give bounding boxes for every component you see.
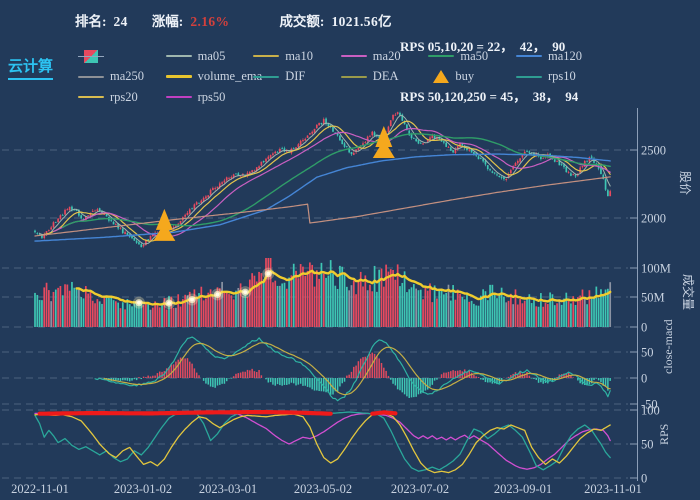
legend-item-buy[interactable]: buy <box>428 67 474 87</box>
rps-summary: RPS 05,10,20 = 22， 42， 90 RPS 50,120,250… <box>400 6 578 138</box>
axis-name-volume: 成交量 <box>681 274 696 310</box>
y-tick-macd--50: -50 <box>641 398 658 412</box>
legend-item-dif[interactable]: DIF <box>253 67 305 87</box>
rps-line-2: RPS 50,120,250 = 45， 38， 94 <box>400 88 579 104</box>
legend-item-rps50[interactable]: rps50 <box>165 87 226 107</box>
x-tick-date: 2022-11-01 <box>11 482 69 496</box>
turnover-label: 成交额: <box>279 14 325 29</box>
candlestick-icon <box>78 49 104 63</box>
legend-item-dea[interactable]: DEA <box>340 67 399 87</box>
rank-value: 24 <box>113 14 128 29</box>
chart-legend: ma05 ma10 ma20 ma50 ma120 ma250 volume_ema DIF D… <box>0 46 700 110</box>
dea-line-swatch <box>340 75 367 78</box>
ma05-line-swatch <box>165 55 192 57</box>
change-label: 涨幅: <box>151 14 184 29</box>
legend-item-ma20[interactable]: ma20 <box>340 46 401 66</box>
legend-label-rps50: rps50 <box>197 89 226 104</box>
y-tick-volume-50M: 50M <box>641 291 665 305</box>
rps-line-1: RPS 05,10,20 = 22， 42， 90 <box>400 39 566 54</box>
legend-label-dea: DEA <box>372 69 399 83</box>
sector-tab-cloud-computing[interactable]: 云计算 <box>8 55 54 80</box>
axis-tick-labels: 2500 2000 股价 100M 50M 0 成交量 50 0 -50 close-macd 100… <box>641 144 696 486</box>
legend-label-ma120: ma120 <box>548 48 583 63</box>
header-stats: 排名: 24 涨幅: 2.16% 成交额: 1021.56亿 <box>75 10 416 30</box>
legend-label-ma20: ma20 <box>372 48 401 63</box>
legend-label-volume_ema: volume_ema <box>197 69 263 83</box>
x-tick-date: 2023-11-01 <box>584 482 642 496</box>
legend-label-dif: DIF <box>285 69 306 83</box>
rank-label: 排名: <box>75 14 107 29</box>
y-tick-price-2500: 2500 <box>641 144 666 158</box>
moving-average-lines <box>34 115 611 245</box>
x-tick-date: 2023-03-01 <box>199 482 257 496</box>
legend-label-buy: buy <box>455 69 475 83</box>
axis-name-rps: RPS <box>657 424 671 445</box>
y-tick-macd-0: 0 <box>641 372 647 386</box>
buy-triangle-icon <box>433 70 450 83</box>
ma120-line-swatch <box>516 55 542 57</box>
legend-label-rps10: rps10 <box>548 69 576 83</box>
rps10-line-swatch <box>516 75 542 78</box>
legend-item-ma10[interactable]: ma10 <box>253 46 313 66</box>
turnover-value: 1021.56亿 <box>331 14 393 29</box>
x-tick-date: 2023-09-01 <box>494 482 552 496</box>
ma250-line-swatch <box>78 75 104 78</box>
y-tick-rps-50: 50 <box>641 438 654 452</box>
ma10-line-swatch <box>253 55 280 57</box>
axis-name-macd: close-macd <box>661 319 675 374</box>
legend-label-ma50: ma50 <box>460 48 489 63</box>
x-tick-date: 2023-05-02 <box>294 482 352 496</box>
macd-lines <box>94 336 611 402</box>
legend-label-ma250: ma250 <box>110 69 145 83</box>
change-value: 2.16% <box>190 14 230 29</box>
y-tick-rps-100: 100 <box>641 404 660 418</box>
x-tick-date: 2023-01-02 <box>114 482 172 496</box>
x-axis-dates: 2022-11-01 2023-01-02 2023-03-01 2023-05-02… <box>11 482 642 496</box>
legend-item-volume_ema[interactable]: volume_ema <box>165 67 263 87</box>
ma20-line-swatch <box>340 55 367 57</box>
axes <box>630 108 638 481</box>
dif-line-swatch <box>253 75 280 78</box>
rps-lines <box>34 409 611 474</box>
buy-signal-markers[interactable] <box>153 125 395 241</box>
legend-label-ma05: ma05 <box>197 48 226 63</box>
ma50-line-swatch <box>428 55 455 57</box>
volume-bars <box>34 258 612 327</box>
axis-name-price: 股价 <box>678 171 692 195</box>
rps50-line-swatch <box>165 96 192 98</box>
legend-item-kline[interactable] <box>78 46 104 66</box>
y-tick-volume-0: 0 <box>641 321 647 335</box>
legend-label-ma10: ma10 <box>285 48 313 63</box>
y-tick-rps-0: 0 <box>641 472 647 486</box>
volume-ema-glow-dots <box>132 267 275 310</box>
y-tick-macd-50: 50 <box>641 346 654 360</box>
rps20-line-swatch <box>78 96 104 98</box>
volume_ema-line-swatch <box>165 75 192 78</box>
legend-item-rps10[interactable]: rps10 <box>516 67 576 87</box>
legend-item-ma50[interactable]: ma50 <box>428 46 488 66</box>
y-tick-price-2000: 2000 <box>641 212 666 226</box>
legend-item-ma05[interactable]: ma05 <box>165 46 226 66</box>
macd-histogram <box>103 352 611 398</box>
legend-item-ma120[interactable]: ma120 <box>516 46 582 66</box>
x-tick-date: 2023-07-02 <box>391 482 449 496</box>
legend-item-rps20[interactable]: rps20 <box>78 87 138 107</box>
legend-label-rps20: rps20 <box>110 89 138 104</box>
legend-item-ma250[interactable]: ma250 <box>78 67 144 87</box>
y-tick-volume-100M: 100M <box>641 262 671 276</box>
